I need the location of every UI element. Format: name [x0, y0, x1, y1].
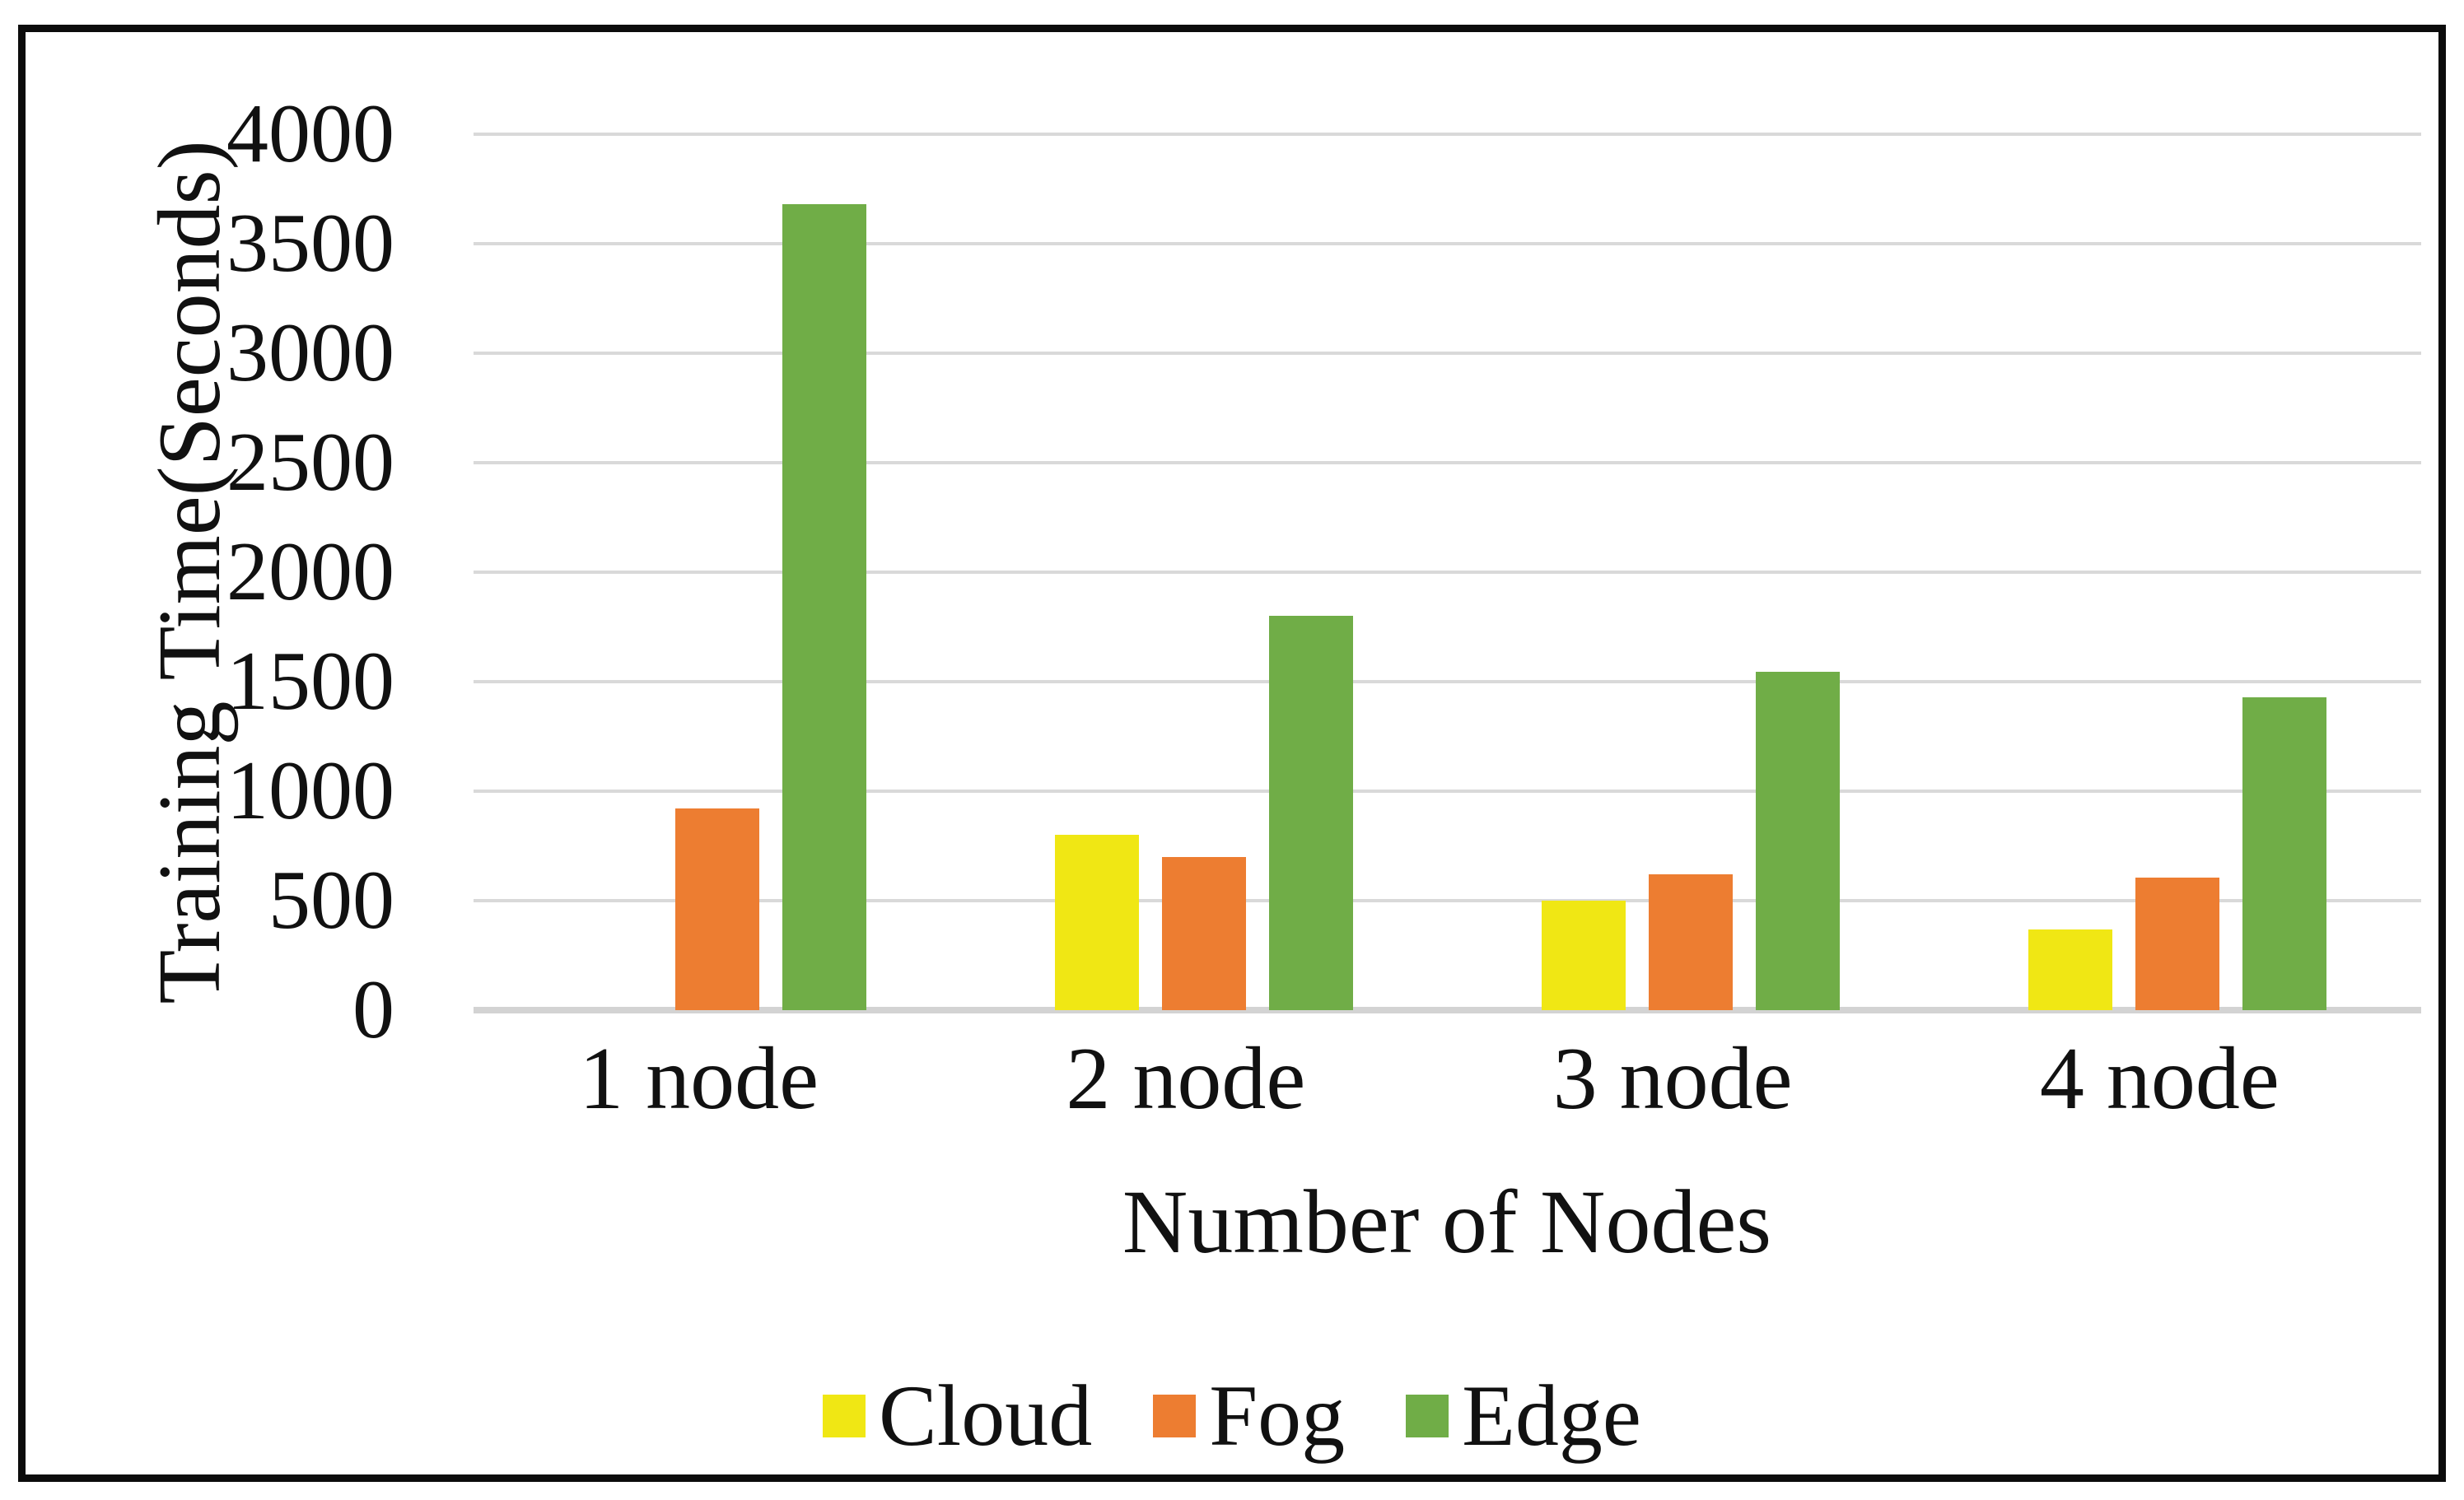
gridline-1500: [474, 680, 2421, 683]
y-tick-label-2500: 2500: [226, 416, 394, 509]
bar-cloud-4-node: [2028, 929, 2113, 1010]
gridline-2500: [474, 461, 2421, 464]
legend-swatch-edge-icon: [1406, 1395, 1449, 1437]
bar-fog-1-node: [674, 808, 759, 1010]
bar-edge-3-node: [1756, 672, 1841, 1010]
y-tick-label-4000: 4000: [226, 87, 394, 180]
y-tick-label-3500: 3500: [226, 197, 394, 290]
x-axis-title: Number of Nodes: [1122, 1172, 1772, 1272]
y-axis-title: Training Time(Seconds): [141, 140, 239, 1004]
bar-group-3-node: [1448, 134, 1934, 1010]
gridline-4000: [474, 133, 2421, 136]
bar-group-1-node: [474, 134, 960, 1010]
x-tick-label-4-node: 4 node: [2039, 1030, 2280, 1128]
x-tick-label-2-node: 2 node: [1066, 1030, 1306, 1128]
legend-label-cloud: Cloud: [879, 1367, 1093, 1464]
legend-item-edge: Edge: [1406, 1372, 1641, 1460]
plot-area: [474, 133, 2421, 1013]
y-tick-label-500: 500: [268, 854, 394, 947]
y-tick-label-2000: 2000: [226, 525, 394, 618]
x-axis-line: [474, 1007, 2421, 1013]
bar-cloud-2-node: [1054, 835, 1139, 1010]
gridline-3000: [474, 352, 2421, 355]
legend-swatch-cloud-icon: [823, 1395, 866, 1437]
chart-frame: 0 500 1000 1500 2000 2500 3000 3500 4000 Trainin…: [18, 25, 2446, 1482]
y-tick-label-1000: 1000: [226, 744, 394, 837]
legend-label-edge: Edge: [1462, 1367, 1641, 1464]
gridline-2000: [474, 571, 2421, 574]
bar-cloud-3-node: [1542, 901, 1626, 1010]
gridline-3500: [474, 242, 2421, 245]
bar-group-2-node: [960, 134, 1447, 1010]
gridline-1000: [474, 790, 2421, 793]
legend-label-fog: Fog: [1209, 1367, 1346, 1464]
x-tick-label-3-node: 3 node: [1552, 1030, 1793, 1128]
legend-item-cloud: Cloud: [823, 1372, 1092, 1460]
bar-edge-1-node: [782, 204, 866, 1010]
y-tick-label-0: 0: [352, 963, 394, 1056]
legend-swatch-fog-icon: [1153, 1395, 1197, 1437]
bar-edge-2-node: [1268, 616, 1353, 1010]
bar-fog-3-node: [1649, 874, 1734, 1010]
legend: Cloud Fog Edge: [26, 1372, 2438, 1460]
y-tick-label-1500: 1500: [226, 635, 394, 728]
bar-group-4-node: [1934, 134, 2421, 1010]
gridline-500: [474, 899, 2421, 902]
bar-fog-2-node: [1161, 856, 1246, 1010]
x-tick-label-1-node: 1 node: [579, 1030, 819, 1128]
bar-fog-4-node: [2135, 878, 2220, 1010]
y-tick-label-3000: 3000: [226, 306, 394, 399]
bar-edge-4-node: [2242, 696, 2327, 1010]
legend-item-fog: Fog: [1153, 1372, 1345, 1460]
